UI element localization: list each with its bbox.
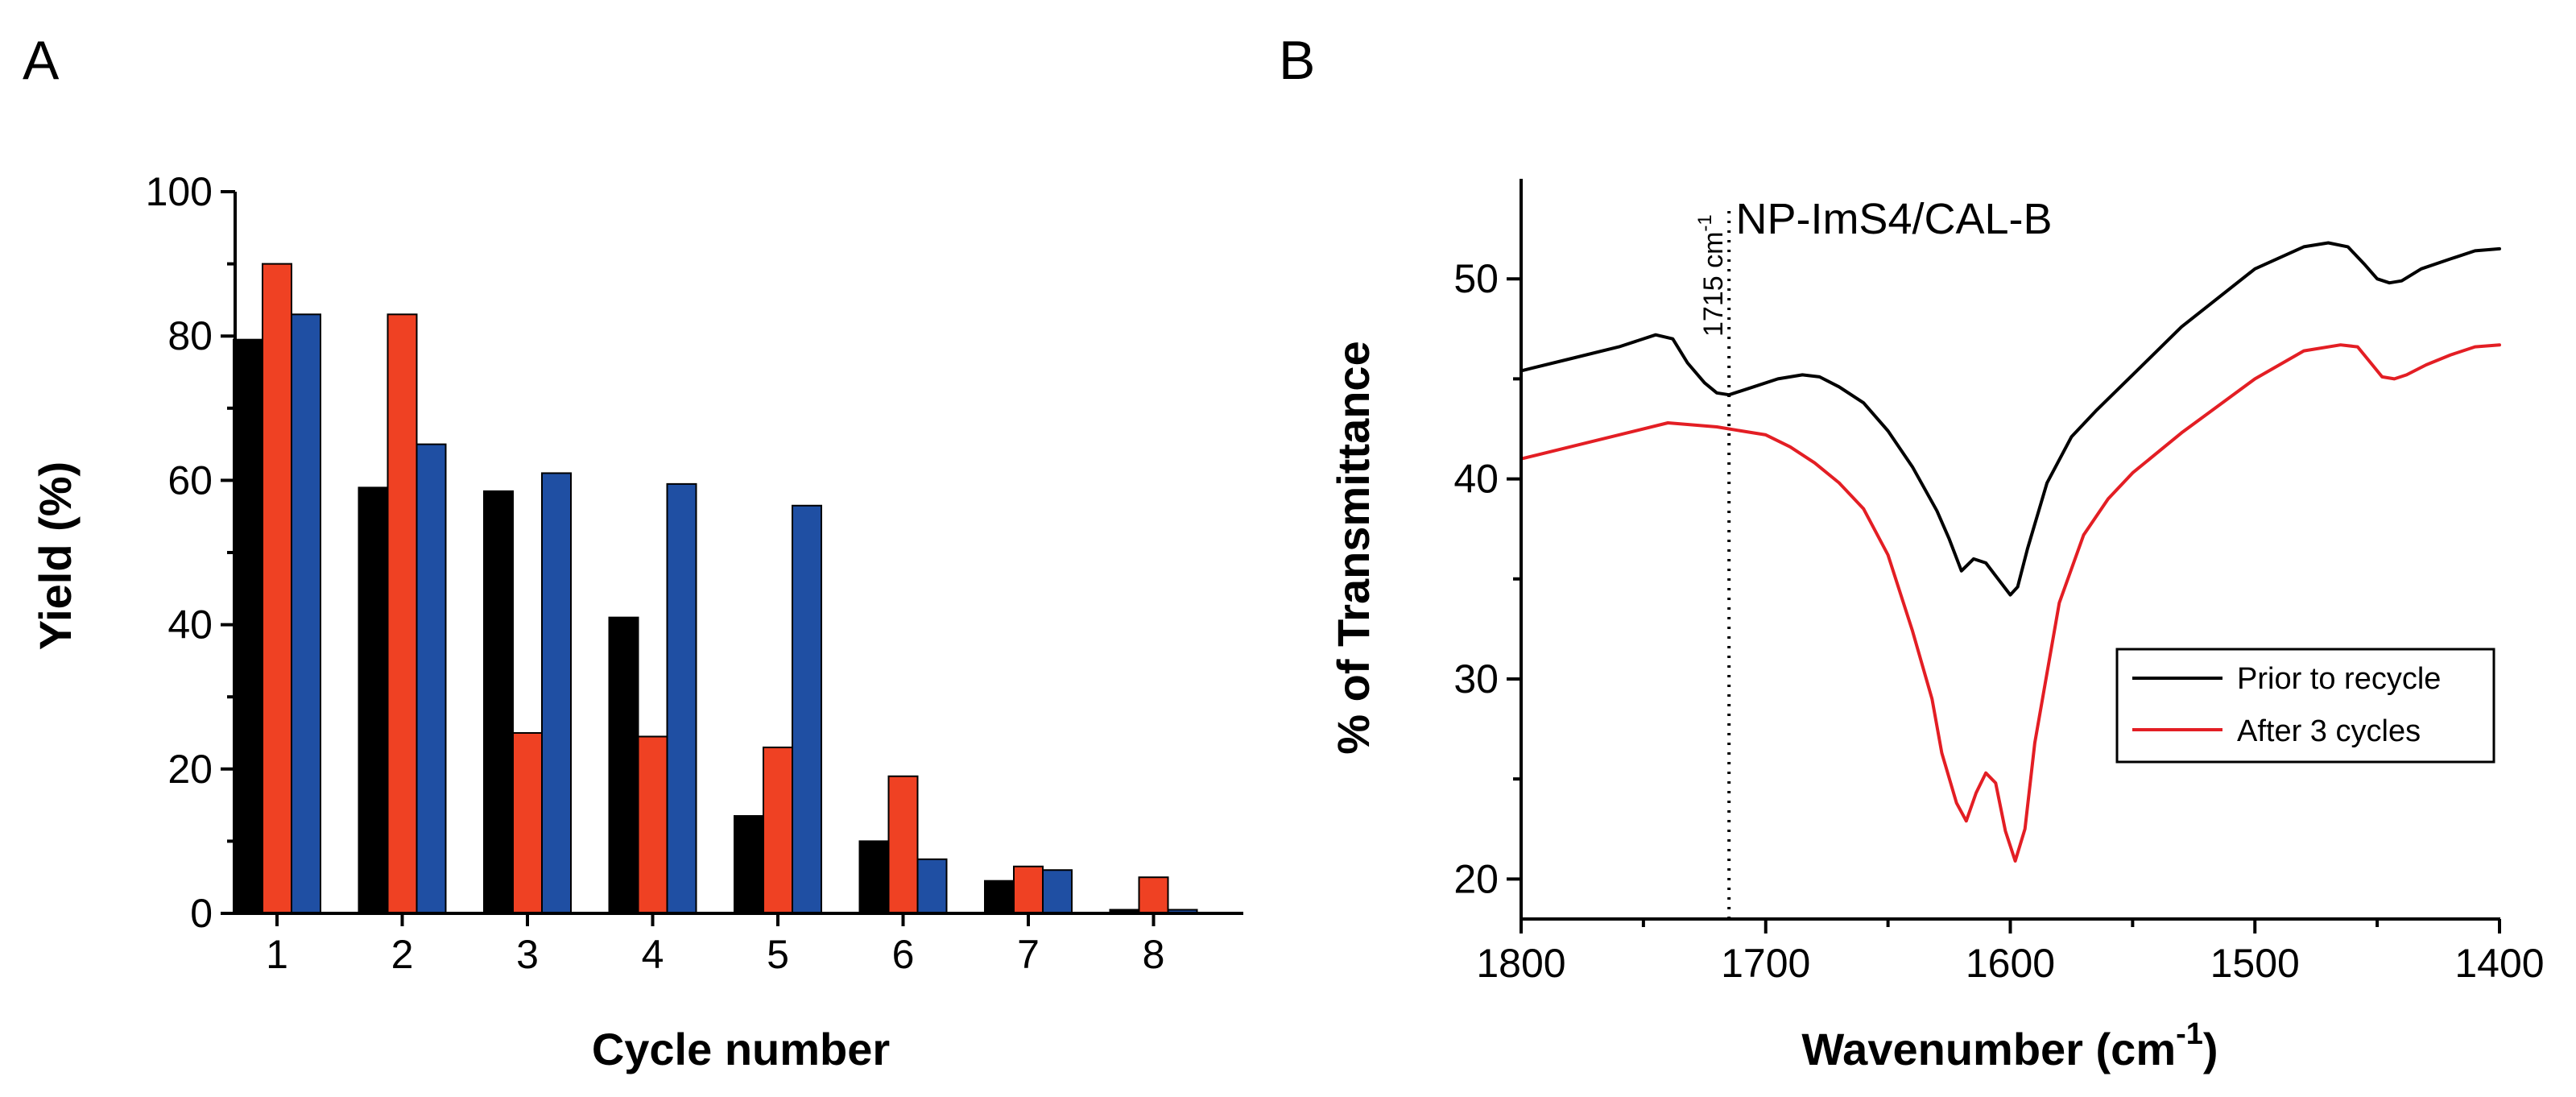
x-tick-label: 8 — [1143, 932, 1165, 977]
x-tick-label: 1700 — [1721, 941, 1810, 986]
y-tick-label: 30 — [1453, 656, 1499, 702]
y-tick-label: 60 — [167, 457, 213, 503]
y-axis-title-b: % of Transmittance — [1328, 341, 1379, 754]
panel-letter-b: B — [1279, 30, 1315, 91]
bar-series-red-cycle-6 — [887, 775, 919, 915]
bar-series-blue-cycle-5 — [792, 504, 822, 914]
bar-series-blue-cycle-4 — [666, 482, 697, 914]
y-tick-label: 80 — [167, 313, 213, 358]
x-ticks-b: 1800 1700 1600 1500 1400 — [1476, 919, 2545, 986]
bar-series-red-cycle-2 — [387, 313, 418, 914]
y-tick-label: 20 — [167, 747, 213, 792]
x-tick-label: 5 — [767, 932, 789, 977]
x-tick-label: 1600 — [1966, 941, 2055, 986]
y-tick-label: 0 — [190, 891, 213, 936]
x-tick-label: 1800 — [1476, 941, 1565, 986]
chart-title-b: NP-ImS4/CAL-B — [1735, 195, 2052, 243]
x-tick-label: 2 — [391, 932, 414, 977]
legend-label-after: After 3 cycles — [2237, 714, 2421, 748]
x-axis-title-a: Cycle number — [592, 1024, 890, 1074]
bar-series-red-cycle-8 — [1138, 876, 1169, 914]
panel-b-line-chart: B NP-ImS4/CAL-B 20 30 40 50 1800 1700 1600 150… — [1279, 30, 2545, 1074]
bar-series-black-cycle-3 — [483, 490, 514, 914]
y-tick-label: 40 — [167, 602, 213, 648]
annotation-label: 1715 cm-1 — [1694, 214, 1729, 337]
legend-box — [2115, 648, 2495, 764]
bar-series-blue-cycle-2 — [416, 443, 447, 914]
y-tick-label: 100 — [146, 169, 213, 214]
x-tick-label: 1400 — [2454, 941, 2544, 986]
bar-series-blue-cycle-7 — [1042, 869, 1073, 914]
bar-series-red-cycle-5 — [763, 746, 793, 914]
x-tick-label: 7 — [1017, 932, 1040, 977]
x-tick-label: 4 — [642, 932, 664, 977]
y-tick-label: 20 — [1453, 856, 1499, 901]
bar-series-black-cycle-2 — [358, 486, 389, 914]
x-tick-label: 1500 — [2210, 941, 2300, 986]
bar-series-red-cycle-4 — [637, 735, 668, 914]
bar-series-black-cycle-6 — [858, 840, 890, 915]
bar-series-black-cycle-1 — [233, 338, 263, 914]
line-after-3-cycles — [1520, 343, 2501, 863]
y-ticks-b: 20 30 40 50 — [1453, 256, 1521, 901]
x-tick-label: 1 — [266, 932, 288, 977]
axes-b — [1520, 179, 2500, 921]
bar-group — [233, 263, 1198, 915]
y-tick-label: 40 — [1453, 457, 1499, 502]
panel-letter-a: A — [23, 30, 60, 91]
y-tick-label: 50 — [1453, 256, 1499, 301]
bar-series-black-cycle-7 — [984, 880, 1015, 915]
legend-label-prior: Prior to recycle — [2237, 662, 2441, 696]
line-series-group — [1520, 241, 2501, 863]
bar-series-blue-cycle-1 — [291, 313, 321, 914]
x-axis-title-b: Wavenumber (cm-1) — [1801, 1017, 2218, 1074]
panel-a-bar-chart: A 0 20 40 60 80 100 1 2 3 4 5 6 7 8 Cycle number Yie… — [23, 30, 1243, 1074]
bar-series-blue-cycle-6 — [916, 858, 948, 915]
bar-series-black-cycle-5 — [734, 815, 764, 914]
legend: Prior to recycle After 3 cycles — [2115, 648, 2495, 764]
bar-series-red-cycle-3 — [512, 732, 543, 914]
x-tick-label: 3 — [516, 932, 539, 977]
bar-series-red-cycle-1 — [262, 263, 292, 915]
y-axis-title-a: Yield (%) — [30, 462, 81, 650]
bar-series-black-cycle-4 — [608, 616, 639, 914]
x-ticks-a: 1 2 3 4 5 6 7 8 — [266, 913, 1164, 977]
y-ticks-a: 0 20 40 60 80 100 — [146, 169, 235, 936]
line-prior-to-recycle — [1520, 241, 2501, 597]
bar-series-blue-cycle-3 — [541, 472, 572, 914]
x-tick-label: 6 — [892, 932, 915, 977]
bar-series-red-cycle-7 — [1013, 865, 1044, 915]
